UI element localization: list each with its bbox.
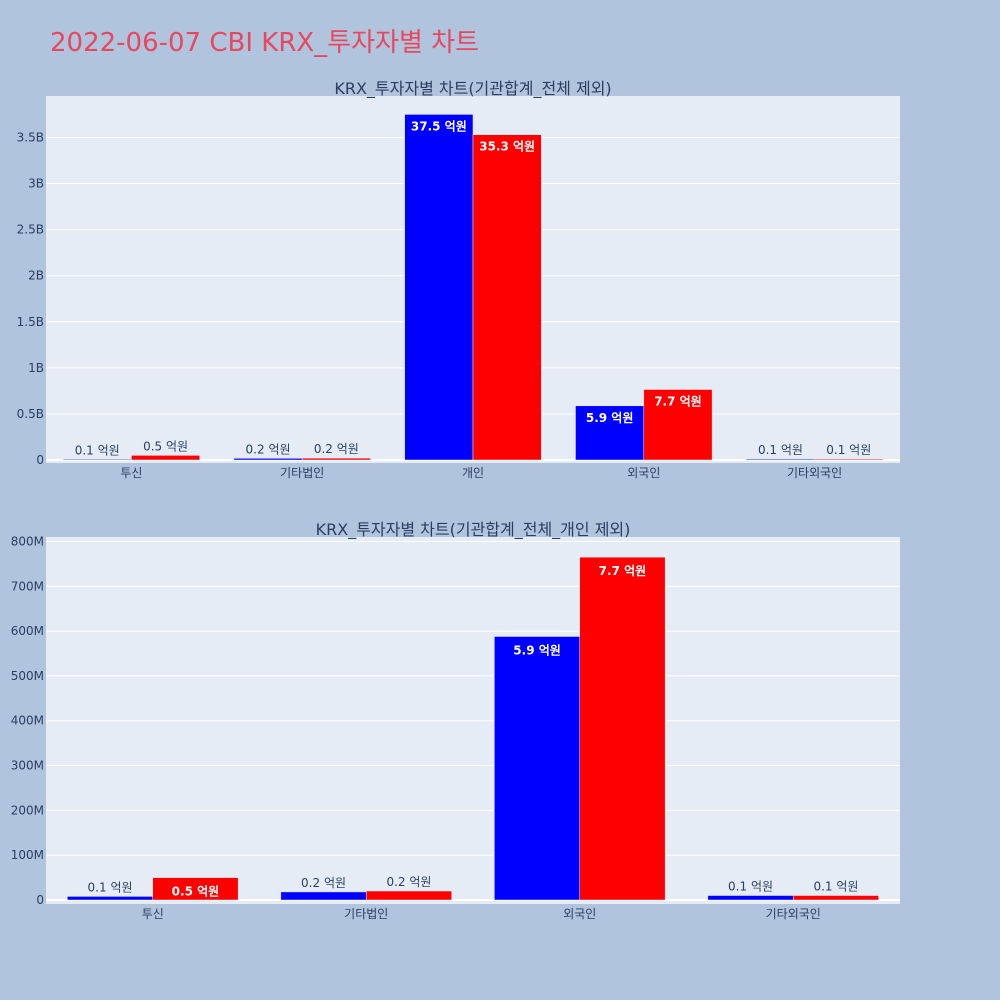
y-tick-label: 0 (36, 893, 44, 907)
bar-data-label: 7.7 억원 (599, 564, 647, 578)
bar-data-label: 0.5 억원 (172, 885, 220, 899)
bar-buy (707, 895, 794, 901)
bar-sell (131, 455, 200, 461)
y-tick-label: 1B (28, 361, 44, 375)
bar-data-label: 0.2 억원 (246, 442, 291, 456)
bar-data-label: 35.3 억원 (479, 140, 535, 154)
bar-sell (579, 556, 666, 901)
bar-sell (301, 457, 371, 461)
bar-data-label: 0.2 억원 (386, 875, 431, 889)
x-tick-label: 기타외국인 (787, 466, 842, 480)
bar-data-label: 0.2 억원 (301, 876, 346, 890)
chart-bottom: 0 100M 200M 300M 400M 500M 600M 700M 800M KRX_투자자… (11, 520, 900, 921)
bar-buy (280, 891, 367, 901)
bar-data-label: 0.2 억원 (314, 442, 359, 456)
y-tick-label: 0 (36, 453, 44, 467)
chart-top: 0 0.5B 1B 1.5B 2B 2.5B 3B 3.5B KRX_투자자별 차트(기관합계_… (17, 79, 900, 480)
y-tick-label: 400M (11, 714, 44, 728)
bar-data-label: 5.9 억원 (586, 411, 634, 425)
bar-data-label: 0.1 억원 (826, 443, 871, 457)
chart-title: KRX_투자자별 차트(기관합계_전체_개인 제외) (316, 520, 631, 540)
bar-data-label: 37.5 억원 (411, 119, 467, 133)
y-tick-label: 700M (11, 579, 44, 593)
bar-buy (494, 636, 581, 901)
bar-sell (643, 389, 713, 461)
x-tick-label: 외국인 (627, 466, 660, 480)
x-tick-label: 기타외국인 (766, 907, 821, 921)
x-tick-label: 기타법인 (344, 907, 388, 921)
bar-data-label: 0.1 억원 (758, 443, 803, 457)
bar-data-label: 0.1 억원 (813, 880, 858, 894)
page-title: 2022-06-07 CBI KRX_투자자별 차트 (50, 28, 479, 58)
x-tick-label: 투신 (142, 907, 164, 921)
x-tick-label: 기타법인 (280, 466, 324, 480)
y-tick-label: 300M (11, 759, 44, 773)
bar-sell (472, 134, 542, 461)
bar-buy (404, 114, 474, 461)
y-tick-label: 600M (11, 624, 44, 638)
x-tick-label: 투신 (120, 466, 142, 480)
x-tick-label: 외국인 (563, 907, 596, 921)
y-tick-label: 2.5B (17, 223, 44, 237)
chart-title: KRX_투자자별 차트(기관합계_전체 제외) (334, 79, 611, 99)
bar-data-label: 0.1 억원 (728, 880, 773, 894)
y-tick-label: 200M (11, 803, 44, 817)
bar-data-label: 5.9 억원 (513, 643, 561, 657)
y-tick-label: 800M (11, 534, 44, 548)
y-tick-label: 100M (11, 848, 44, 862)
bar-data-label: 0.1 억원 (88, 880, 133, 894)
bar-sell (793, 895, 879, 901)
y-tick-label: 1.5B (17, 315, 44, 329)
y-tick-label: 2B (28, 269, 44, 283)
y-tick-label: 3.5B (17, 130, 44, 144)
bar-sell (366, 890, 452, 901)
bar-buy (62, 459, 132, 461)
bar-sell (152, 877, 239, 901)
bar-data-label: 7.7 억원 (654, 395, 702, 409)
bar-sell (814, 458, 884, 461)
y-tick-label: 500M (11, 669, 44, 683)
bar-buy (746, 458, 815, 461)
bar-buy (233, 458, 303, 461)
bar-data-label: 0.1 억원 (75, 443, 120, 457)
x-tick-label: 개인 (462, 466, 484, 480)
y-tick-label: 0.5B (17, 407, 44, 421)
y-tick-label: 3B (28, 177, 44, 191)
bar-data-label: 0.5 억원 (143, 439, 188, 453)
bar-buy (67, 896, 153, 901)
